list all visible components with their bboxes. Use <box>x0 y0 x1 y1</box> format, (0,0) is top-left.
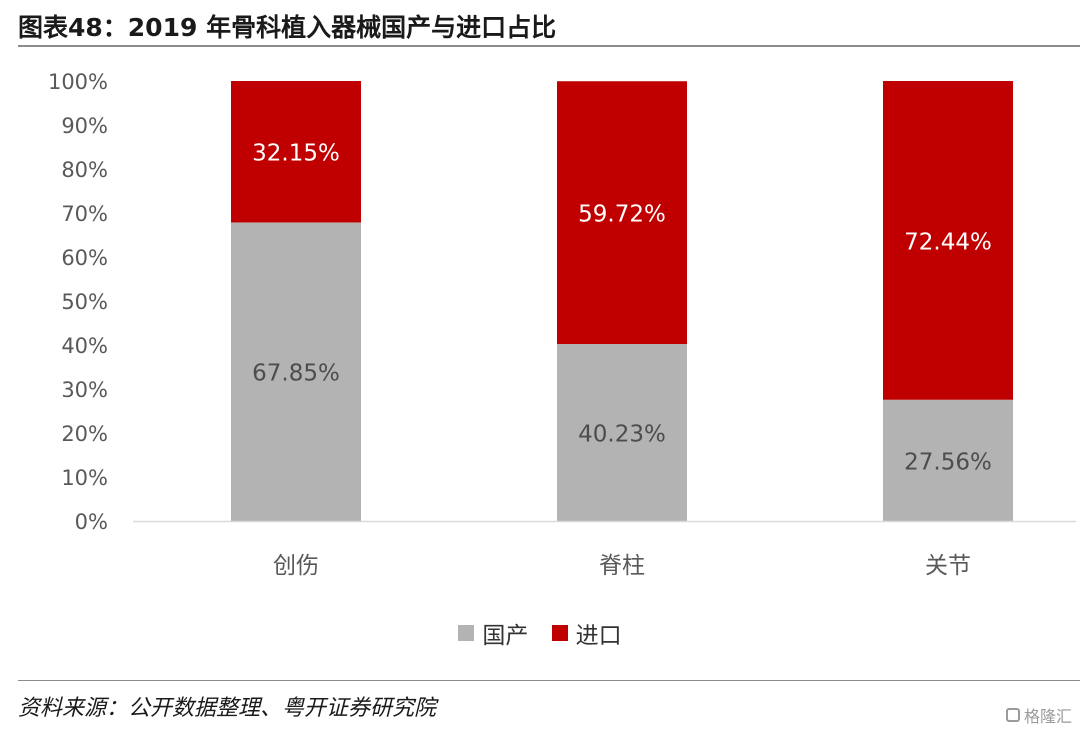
legend-swatch-domestic <box>458 625 475 641</box>
y-tick-label: 90% <box>61 114 108 138</box>
figure-title: 图表48：2019 年骨科植入器械国产与进口占比 <box>18 13 557 42</box>
y-axis: 0% 10% 20% 30% 40% 50% 60% 70% 80% 90% 100% <box>48 70 108 534</box>
watermark: 格隆汇 <box>1005 703 1072 727</box>
y-tick-label: 50% <box>61 290 108 314</box>
x-category-label: 脊柱 <box>599 553 645 579</box>
x-category-label: 关节 <box>925 553 971 579</box>
y-tick-label: 20% <box>61 422 108 446</box>
legend-label-domestic: 国产 <box>482 623 529 649</box>
data-label: 32.15% <box>252 141 340 167</box>
y-tick-label: 60% <box>61 246 108 270</box>
x-axis: 创伤 脊柱 关节 <box>273 553 971 579</box>
y-tick-label: 10% <box>61 466 108 490</box>
y-tick-label: 100% <box>48 70 108 94</box>
title-divider <box>18 45 1080 47</box>
legend-item-import: 进口 <box>551 616 622 650</box>
legend-label-import: 进口 <box>575 623 622 649</box>
bar-segment-domestic <box>557 343 687 521</box>
bar-segment-import <box>557 81 687 344</box>
source-note: 资料来源：公开数据整理、粤开证券研究院 <box>18 696 437 721</box>
x-category-label: 创伤 <box>273 553 319 579</box>
y-tick-label: 70% <box>61 202 108 226</box>
y-tick-label: 0% <box>75 510 108 534</box>
data-label: 72.44% <box>904 229 992 255</box>
source-divider <box>18 680 1080 681</box>
legend: 国产 进口 <box>0 616 1080 650</box>
bar-segment-domestic <box>231 222 361 521</box>
y-tick-label: 80% <box>61 158 108 182</box>
bars-group: 67.85% 32.15% 40.23% 59.72% 27.56% 72.44% <box>231 81 1013 521</box>
y-tick-label: 30% <box>61 378 108 402</box>
data-label: 40.23% <box>578 421 666 447</box>
legend-item-domestic: 国产 <box>458 616 528 650</box>
stacked-bar-chart: 0% 10% 20% 30% 40% 50% 60% 70% 80% 90% 100% 67.85%… <box>48 70 1076 579</box>
y-tick-label: 40% <box>61 334 108 358</box>
bar-segment-domestic <box>883 399 1013 521</box>
data-label: 59.72% <box>578 202 666 228</box>
watermark-logo-icon <box>1005 708 1020 722</box>
legend-swatch-import <box>551 625 568 641</box>
bar-segment-import <box>883 81 1013 400</box>
bar-segment-import <box>231 81 361 223</box>
watermark-text: 格隆汇 <box>1023 707 1072 726</box>
data-label: 67.85% <box>252 361 340 387</box>
data-label: 27.56% <box>904 449 992 475</box>
